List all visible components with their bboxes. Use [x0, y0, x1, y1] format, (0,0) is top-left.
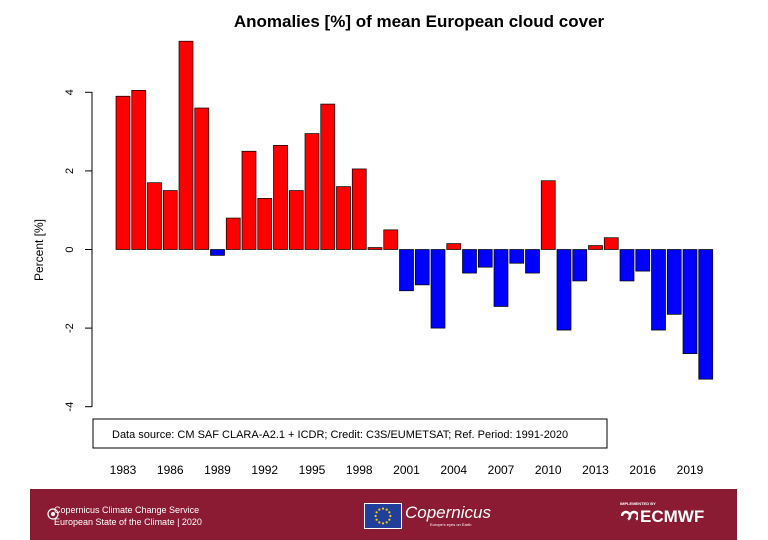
x-tick-label: 1983	[110, 463, 137, 477]
bar-1983	[115, 95, 131, 250]
copernicus-tagline: Europe's eyes on Earth	[430, 522, 472, 527]
bar-1993	[273, 145, 288, 250]
x-tick-label: 2013	[582, 463, 609, 477]
x-tick-label: 2001	[393, 463, 420, 477]
bar-1984	[131, 89, 147, 250]
bar-2008	[509, 249, 525, 264]
x-tick-label: 1992	[251, 463, 278, 477]
bar-1996	[320, 103, 336, 250]
bar-2019	[682, 249, 698, 354]
bar-2016	[635, 249, 651, 272]
bar-series	[115, 40, 714, 380]
bar-1990	[225, 217, 241, 250]
x-tick-label: 1989	[204, 463, 231, 477]
bar-2015	[619, 249, 635, 282]
bar-2014	[603, 237, 619, 250]
bar-2004	[446, 243, 462, 250]
bar-1989	[210, 249, 225, 256]
footer-banner: Copernicus Climate Change Service Europe…	[30, 489, 737, 540]
bar-1995	[304, 133, 320, 250]
y-tick-label: 0	[64, 246, 76, 252]
eu-star-icon	[378, 521, 381, 524]
eu-flag-icon	[364, 503, 402, 529]
eu-star-icon	[381, 507, 385, 510]
bar-1999	[367, 247, 383, 250]
eu-star-icon	[375, 511, 378, 514]
bar-1997	[336, 186, 351, 250]
eu-star-icon	[388, 518, 391, 521]
bar-1988	[194, 107, 210, 250]
bar-2013	[588, 245, 603, 250]
bar-2005	[462, 249, 477, 274]
x-tick-label: 1995	[299, 463, 326, 477]
x-tick-label: 2007	[488, 463, 515, 477]
eu-star-icon	[375, 518, 378, 521]
eu-star-icon	[389, 514, 392, 518]
y-tick-label: -2	[64, 323, 76, 333]
bar-2000	[383, 229, 399, 250]
bar-1987	[178, 40, 194, 250]
y-axis-ticks: -4 -2 0 2 4	[64, 89, 92, 412]
legend-box: Data source: CM SAF CLARA-A2.1 + ICDR; C…	[92, 418, 608, 449]
y-tick-label: 2	[64, 168, 76, 174]
bar-2010	[540, 180, 556, 250]
eu-star-icon	[378, 508, 381, 511]
bar-2006	[477, 249, 493, 268]
chart-title: Anomalies [%] of mean European cloud cov…	[234, 12, 605, 31]
bar-1991	[241, 150, 257, 250]
copernicus-logo: Copernicus	[405, 503, 491, 522]
service-name: Copernicus Climate Change Service	[54, 505, 200, 515]
bar-2001	[399, 249, 414, 292]
ecmwf-logo-text: ECMWF	[640, 507, 705, 526]
bar-2017	[651, 249, 666, 331]
x-tick-label: 1986	[157, 463, 184, 477]
x-tick-label: 1998	[346, 463, 373, 477]
eu-star-icon	[385, 508, 388, 511]
bar-2009	[525, 249, 540, 274]
x-axis-tick-labels: 1983 1986 1989 1992 1995 1998 2001 2004 2007 2010…	[110, 463, 704, 477]
bar-1986	[162, 190, 178, 250]
bar-2002	[414, 249, 430, 286]
y-tick-label: -4	[64, 402, 76, 412]
bar-2020	[698, 249, 714, 380]
eu-star-icon	[388, 511, 391, 514]
y-tick-label: 4	[64, 89, 76, 95]
bar-1994	[288, 190, 304, 250]
y-axis-label: Percent [%]	[32, 219, 46, 281]
eu-star-icon	[385, 521, 388, 524]
eu-star-icon	[374, 514, 377, 518]
eu-star-icon	[381, 522, 385, 525]
bar-1992	[257, 198, 273, 250]
bar-2011	[556, 249, 572, 331]
x-tick-label: 2004	[440, 463, 467, 477]
bar-1985	[147, 182, 162, 250]
x-tick-label: 2016	[629, 463, 656, 477]
ecmwf-logo: ECMWF	[620, 507, 704, 527]
x-tick-label: 2010	[535, 463, 562, 477]
implemented-by-label: IMPLEMENTED BY	[620, 501, 656, 506]
bar-2007	[493, 249, 509, 307]
ecmwf-wave-icon	[620, 510, 638, 521]
bar-chart: Anomalies [%] of mean European cloud cov…	[32, 12, 714, 477]
copernicus-swirl-icon	[47, 508, 59, 520]
report-name: European State of the Climate | 2020	[54, 517, 202, 527]
service-credit: Copernicus Climate Change Service Europe…	[54, 504, 202, 528]
bar-1998	[351, 168, 367, 250]
legend-frame	[92, 418, 608, 449]
data-source-note: Data source: CM SAF CLARA-A2.1 + ICDR; C…	[112, 429, 568, 441]
bar-2018	[666, 249, 682, 315]
bar-2012	[572, 249, 588, 282]
bar-2003	[430, 249, 446, 329]
x-tick-label: 2019	[677, 463, 704, 477]
